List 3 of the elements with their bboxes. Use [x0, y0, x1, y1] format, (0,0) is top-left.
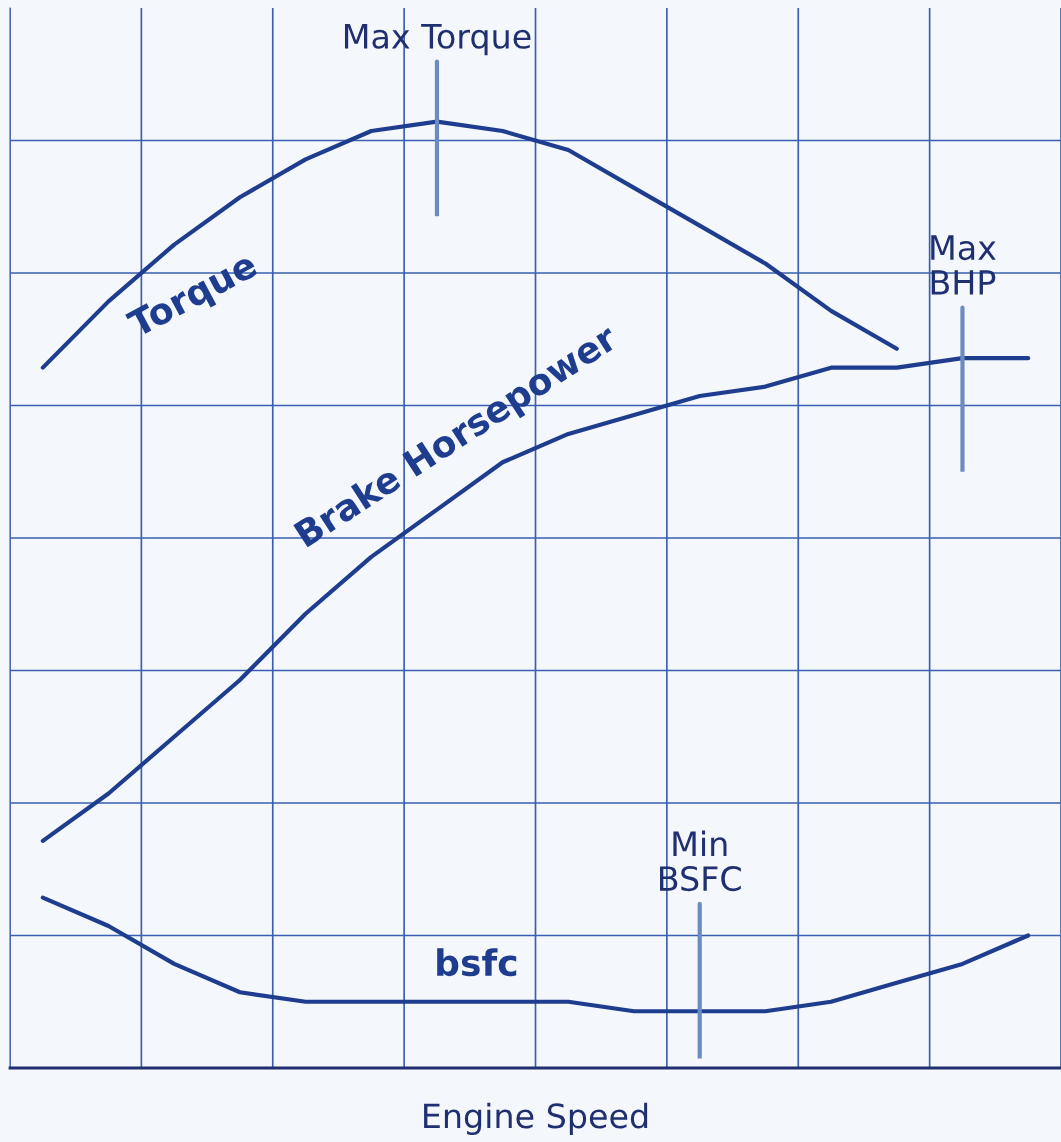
- annotation: Max BHP: [931, 235, 996, 295]
- series-label: bsfc: [437, 948, 517, 977]
- x-axis-title: Engine Speed: [424, 1102, 648, 1135]
